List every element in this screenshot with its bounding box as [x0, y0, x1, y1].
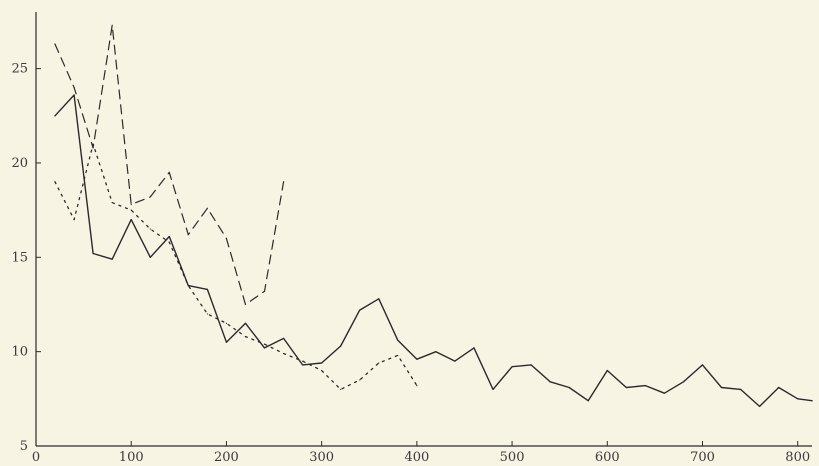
series-line-dotted	[54, 143, 418, 391]
data-point-solid	[644, 385, 646, 387]
data-point-solid	[682, 381, 685, 383]
data-point-dotted	[92, 143, 94, 145]
data-point-dotted	[244, 335, 247, 338]
data-point-solid	[549, 381, 551, 383]
data-point-solid	[168, 235, 170, 238]
y-tick-label: 25	[11, 62, 28, 77]
data-point-solid	[739, 388, 742, 390]
data-point-dotted	[359, 379, 361, 381]
data-point-dashed	[263, 290, 266, 292]
x-tick-label: 600	[595, 450, 620, 465]
data-point-dashed	[92, 147, 94, 149]
data-point-dotted	[378, 362, 380, 364]
data-point-dotted	[397, 354, 399, 357]
data-point-dotted	[302, 360, 304, 362]
data-point-dashed	[73, 86, 75, 89]
data-point-solid	[378, 298, 380, 300]
data-point-dashed	[111, 24, 113, 26]
series-line-solid	[54, 94, 813, 408]
data-point-solid	[435, 351, 437, 353]
x-tick-label: 300	[309, 450, 334, 465]
data-point-dotted	[149, 228, 151, 230]
data-point-solid	[701, 364, 704, 366]
data-point-dotted	[187, 285, 189, 287]
data-point-solid	[244, 322, 247, 324]
data-point-solid	[130, 218, 132, 221]
data-point-solid	[397, 339, 399, 341]
data-point-dotted	[168, 241, 170, 243]
x-tick-label: 400	[404, 450, 429, 465]
data-point-dotted	[416, 385, 418, 387]
data-point-solid	[811, 400, 813, 402]
data-point-solid	[359, 309, 361, 311]
x-tick-label: 700	[690, 450, 715, 465]
data-point-dashed	[244, 303, 247, 306]
y-tick-label: 10	[11, 345, 28, 360]
data-point-dotted	[111, 201, 113, 204]
x-tick-label: 500	[500, 450, 525, 465]
data-point-dotted	[206, 313, 208, 315]
data-point-solid	[492, 388, 494, 390]
y-tick-label: 5	[20, 439, 28, 454]
data-point-solid	[416, 358, 418, 360]
data-point-solid	[778, 386, 780, 389]
data-point-solid	[340, 345, 342, 347]
data-point-solid	[606, 369, 608, 372]
x-tick-label: 200	[214, 450, 239, 465]
data-point-solid	[587, 400, 589, 402]
series-line-dashed	[54, 24, 285, 306]
x-tick-label: 100	[119, 450, 144, 465]
data-point-dotted	[225, 322, 228, 324]
data-point-dashed	[282, 181, 285, 183]
data-point-solid	[625, 386, 627, 389]
data-point-dotted	[321, 369, 323, 372]
data-point-dotted	[73, 218, 75, 221]
data-point-solid	[149, 256, 151, 258]
data-point-solid	[530, 364, 532, 366]
data-point-solid	[454, 360, 456, 362]
data-point-solid	[720, 386, 723, 389]
data-point-solid	[663, 392, 666, 394]
data-point-solid	[797, 398, 799, 400]
data-point-solid	[225, 341, 228, 343]
data-point-dashed	[54, 43, 56, 45]
data-point-solid	[73, 94, 75, 96]
x-tick-label: 800	[785, 450, 810, 465]
data-point-solid	[473, 347, 475, 349]
data-point-dotted	[263, 343, 266, 345]
data-point-dotted	[54, 181, 56, 183]
data-point-solid	[282, 337, 285, 340]
data-point-solid	[321, 362, 323, 364]
data-point-dotted	[340, 388, 342, 390]
data-point-dashed	[149, 196, 151, 198]
y-tick-label: 20	[11, 156, 28, 171]
data-point-dotted	[130, 209, 132, 211]
x-tick-label: 0	[32, 450, 40, 465]
data-point-dashed	[225, 237, 228, 240]
data-point-dotted	[282, 352, 285, 355]
y-tick-label: 15	[11, 250, 28, 265]
data-point-solid	[302, 364, 304, 366]
data-point-dashed	[206, 207, 208, 209]
data-point-solid	[511, 366, 513, 368]
data-point-solid	[263, 347, 266, 349]
data-point-solid	[111, 258, 113, 260]
data-point-solid	[759, 405, 761, 407]
data-point-solid	[92, 252, 94, 255]
data-point-solid	[54, 115, 56, 117]
data-point-dashed	[168, 171, 170, 173]
data-point-solid	[568, 386, 570, 389]
data-point-dashed	[187, 234, 189, 236]
data-point-solid	[206, 288, 208, 290]
data-point-dashed	[130, 203, 132, 206]
